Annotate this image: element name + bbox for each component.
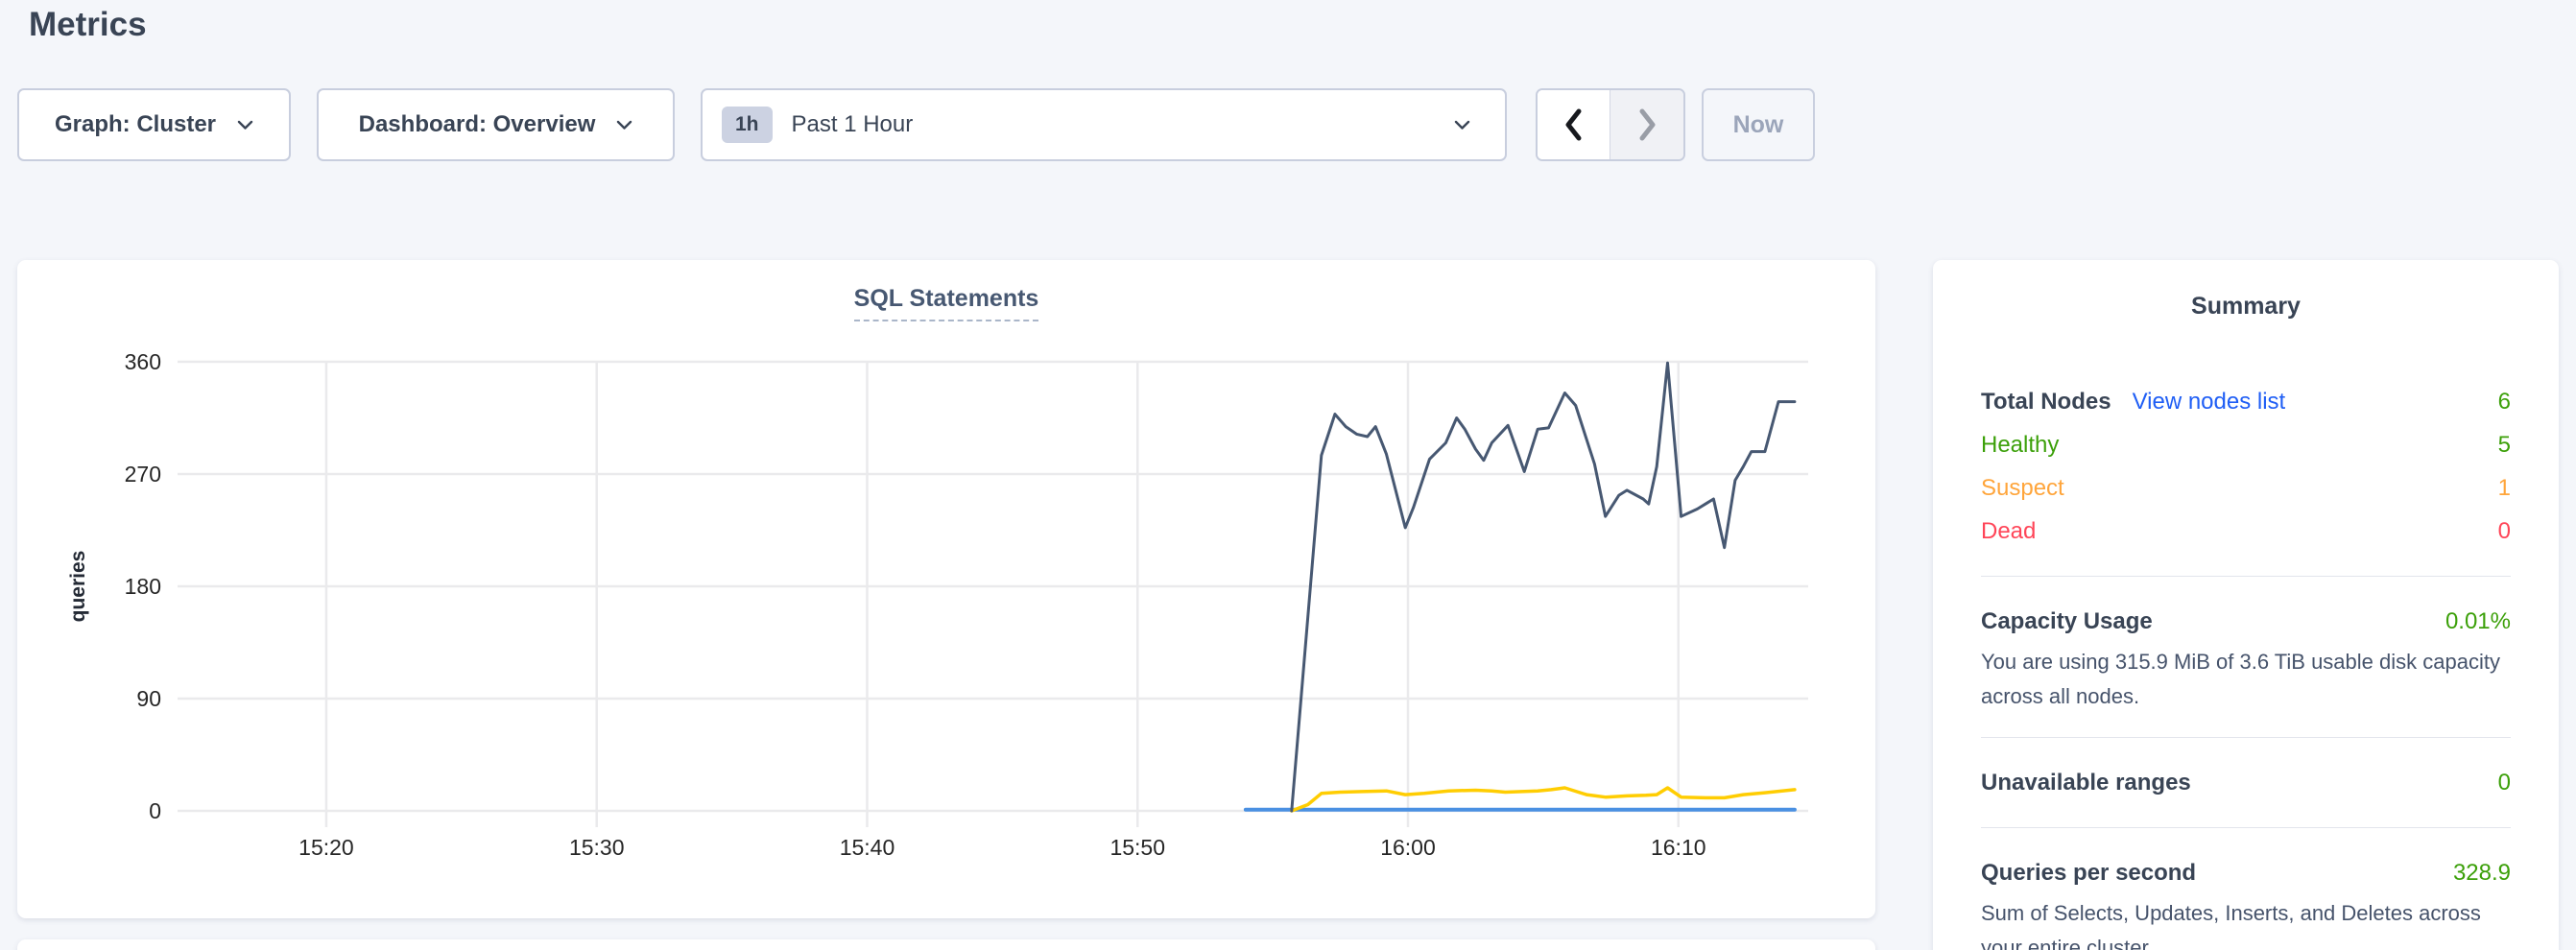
dead-label: Dead [1981, 518, 2037, 544]
summary-row-queries-per-second: Queries per second 328.9 [1981, 851, 2511, 894]
summary-row-total-nodes: Total Nodes View nodes list 6 [1981, 380, 2511, 423]
unavailable-ranges-value: 0 [2497, 770, 2511, 796]
summary-row-capacity: Capacity Usage 0.01% [1981, 600, 2511, 643]
y-axis-tick-label: 270 [125, 462, 161, 487]
capacity-usage-description: You are using 315.9 MiB of 3.6 TiB usabl… [1981, 650, 2500, 708]
x-axis-tick-label: 16:00 [1380, 835, 1436, 860]
summary-divider [1981, 737, 2511, 738]
y-axis-title: queries [67, 551, 89, 623]
chart-title[interactable]: SQL Statements [853, 285, 1039, 321]
chevron-down-icon [1454, 120, 1470, 130]
summary-row-unavailable-ranges: Unavailable ranges 0 [1981, 761, 2511, 804]
sql-statements-chart-card: SQL Statements 0 90 180 270 360 15:20 15:30 15:… [17, 260, 1875, 918]
time-window-pager [1536, 88, 1685, 161]
x-axis-tick-label: 16:10 [1651, 835, 1706, 860]
chevron-left-icon [1565, 108, 1581, 141]
x-axis-tick-label: 15:50 [1109, 835, 1165, 860]
graph-dropdown-label: Graph: Cluster [54, 111, 217, 137]
total-nodes-value: 6 [2497, 389, 2511, 415]
now-button-label: Now [1732, 110, 1784, 138]
time-range-selector[interactable]: 1h Past 1 Hour [701, 88, 1507, 161]
chart-series-dark-slate [1290, 361, 1797, 813]
dashboard-dropdown[interactable]: Dashboard: Overview [317, 88, 675, 161]
next-time-window-button[interactable] [1610, 90, 1683, 159]
capacity-usage-label: Capacity Usage [1981, 608, 2153, 634]
x-axis-tick-label: 15:30 [569, 835, 625, 860]
page-title: Metrics [29, 6, 147, 43]
previous-time-window-button[interactable] [1538, 90, 1610, 159]
next-chart-card-partial [17, 939, 1875, 950]
summary-row-dead: Dead 0 [1981, 510, 2511, 553]
x-axis-tick-label: 15:40 [840, 835, 895, 860]
queries-per-second-label: Queries per second [1981, 860, 2197, 886]
suspect-label: Suspect [1981, 475, 2064, 501]
y-axis-tick-label: 180 [125, 574, 161, 599]
graph-dropdown[interactable]: Graph: Cluster [17, 88, 291, 161]
time-range-badge: 1h [722, 107, 773, 143]
summary-panel: Summary Total Nodes View nodes list 6 He… [1933, 260, 2559, 950]
suspect-value: 1 [2497, 475, 2511, 501]
y-axis-tick-label: 360 [125, 349, 161, 374]
total-nodes-label: Total Nodes [1981, 389, 2111, 415]
healthy-label: Healthy [1981, 432, 2060, 458]
unavailable-ranges-label: Unavailable ranges [1981, 770, 2191, 796]
summary-divider [1981, 827, 2511, 828]
chevron-right-icon [1639, 108, 1656, 141]
summary-row-healthy: Healthy 5 [1981, 423, 2511, 466]
healthy-value: 5 [2497, 432, 2511, 458]
chevron-down-icon [237, 120, 253, 130]
summary-title: Summary [2191, 293, 2301, 320]
view-nodes-list-link[interactable]: View nodes list [2132, 389, 2286, 415]
queries-per-second-description: Sum of Selects, Updates, Inserts, and De… [1981, 901, 2481, 950]
dashboard-dropdown-label: Dashboard: Overview [358, 111, 596, 137]
queries-per-second-value: 328.9 [2452, 860, 2511, 886]
y-axis-tick-label: 90 [136, 686, 161, 711]
x-axis-tick-label: 15:20 [298, 835, 354, 860]
time-range-label: Past 1 Hour [791, 111, 914, 137]
y-axis-tick-label: 0 [149, 798, 161, 823]
dead-value: 0 [2497, 518, 2511, 544]
summary-row-suspect: Suspect 1 [1981, 466, 2511, 510]
now-button[interactable]: Now [1702, 88, 1815, 161]
capacity-usage-value: 0.01% [2445, 608, 2511, 634]
chart-series-yellow [1290, 786, 1797, 813]
summary-divider [1981, 576, 2511, 577]
chevron-down-icon [617, 120, 632, 130]
sql-statements-chart: 0 90 180 270 360 15:20 15:30 15:40 15:50 16:00 16:… [67, 349, 1808, 860]
